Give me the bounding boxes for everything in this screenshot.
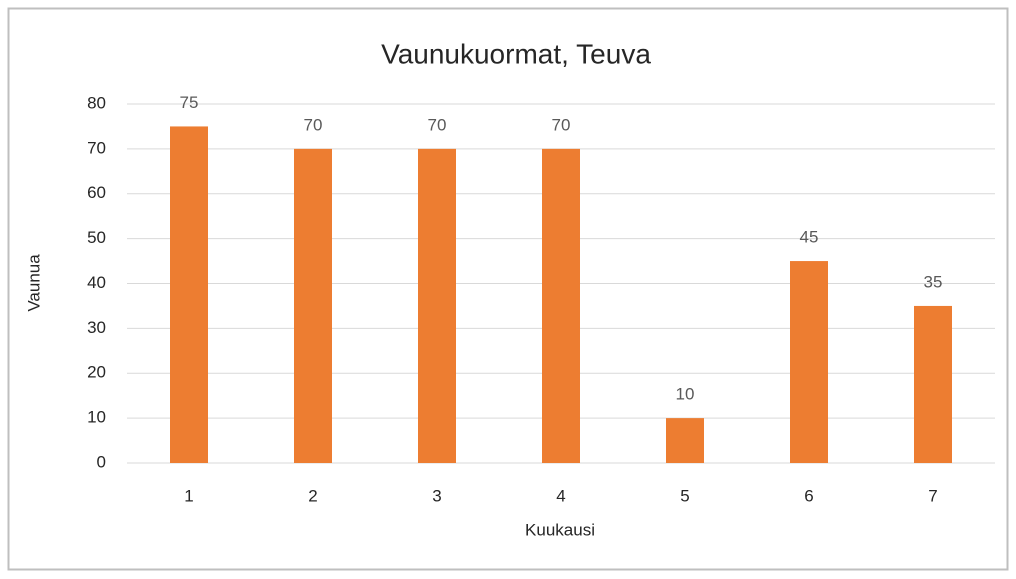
- chart-border: [7, 7, 1009, 571]
- y-tick-label: 0: [97, 452, 106, 471]
- y-tick-label: 80: [87, 93, 106, 112]
- x-tick-label: 5: [680, 486, 689, 505]
- data-label: 10: [676, 385, 695, 404]
- data-label: 35: [924, 272, 943, 291]
- x-axis-label: Kuukausi: [525, 520, 595, 539]
- data-label: 75: [180, 93, 199, 112]
- bar: [914, 305, 952, 463]
- bar: [294, 148, 332, 463]
- bar: [666, 418, 704, 463]
- x-tick-label: 3: [432, 486, 441, 505]
- data-label: 45: [800, 228, 819, 247]
- y-tick-label: 70: [87, 138, 106, 157]
- x-tick-label: 2: [308, 486, 317, 505]
- y-tick-label: 30: [87, 318, 106, 337]
- y-tick-label: 40: [87, 273, 106, 292]
- y-tick-label: 50: [87, 228, 106, 247]
- data-label: 70: [304, 115, 323, 134]
- data-label: 70: [428, 115, 447, 134]
- x-tick-label: 6: [804, 486, 813, 505]
- bar: [542, 148, 580, 463]
- y-tick-label: 20: [87, 363, 106, 382]
- x-tick-label: 1: [184, 486, 193, 505]
- bar: [418, 148, 456, 463]
- x-tick-label: 4: [556, 486, 565, 505]
- bar: [170, 126, 208, 463]
- y-tick-label: 10: [87, 408, 106, 427]
- x-tick-label: 7: [928, 486, 937, 505]
- data-label: 70: [552, 115, 571, 134]
- bar: [790, 261, 828, 463]
- y-tick-label: 60: [87, 183, 106, 202]
- chart-title: Vaunukuormat, Teuva: [381, 38, 651, 69]
- y-axis-label: Vaunua: [24, 254, 43, 312]
